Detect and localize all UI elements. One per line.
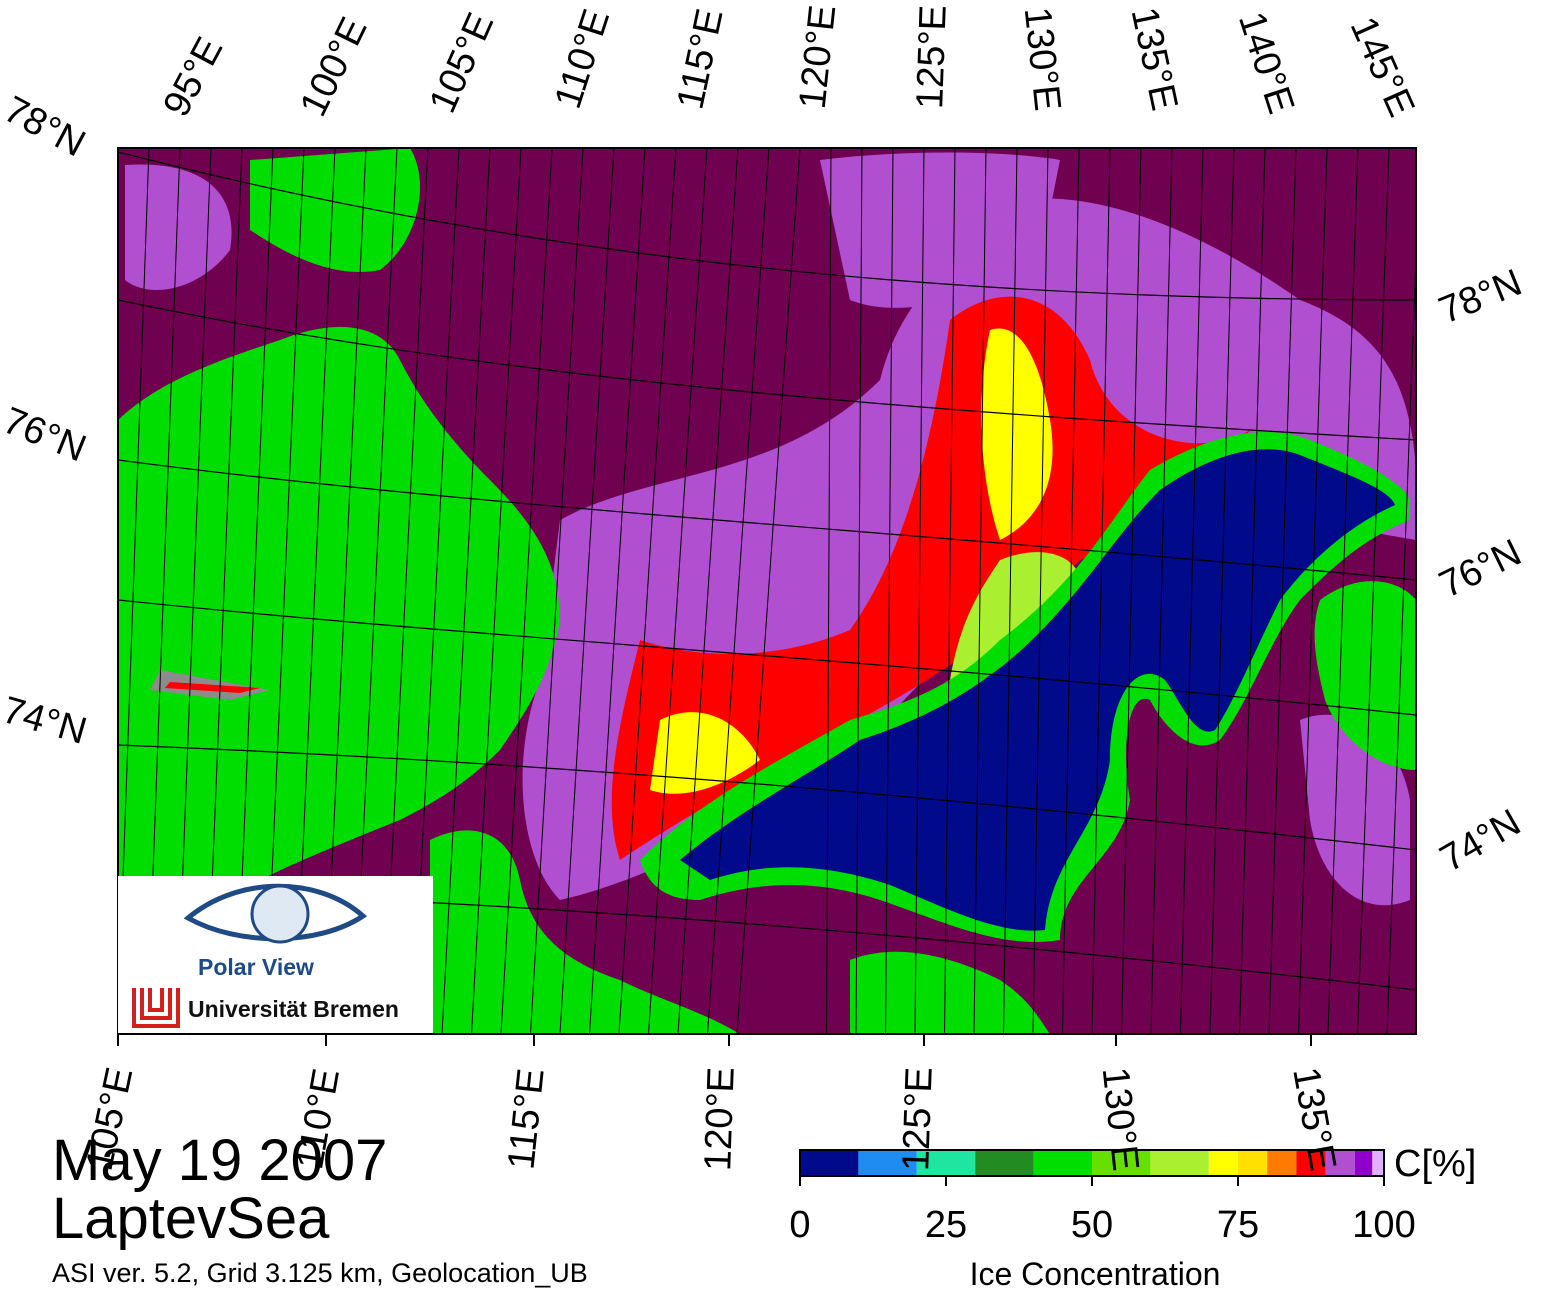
new-siberian-islands — [1314, 581, 1416, 770]
meridian-line — [1327, 148, 1359, 1034]
red-ice-zone — [611, 296, 1250, 861]
colorbar-tick-label: 50 — [1070, 1204, 1114, 1246]
meridian-line — [1003, 148, 1018, 1034]
meridian-line — [1357, 148, 1390, 1034]
product-subtitle: ASI ver. 5.2, Grid 3.125 km, Geolocation… — [52, 1258, 588, 1288]
meridian-line — [530, 148, 584, 1034]
meridian-line — [118, 148, 119, 163]
colorbar-bin — [916, 1150, 976, 1176]
top-lon-label: 120°E — [791, 3, 845, 111]
bottom-lon-label: 120°E — [697, 1066, 743, 1172]
meridian-line — [589, 148, 646, 1034]
meridian-line — [914, 148, 925, 1034]
colorbar-bin — [975, 1150, 1034, 1176]
colorbar-title: Ice Concentration — [969, 1256, 1221, 1292]
siberia-coast — [430, 830, 740, 1034]
colorbar-tick-label: 100 — [1352, 1204, 1416, 1246]
colorbar-bin — [800, 1150, 859, 1176]
colorbar-bin — [1092, 1150, 1151, 1176]
meridian-line — [559, 148, 615, 1034]
eye-icon — [132, 883, 368, 1028]
top-lon-label: 130°E — [1015, 5, 1069, 113]
meridian-line — [1180, 148, 1204, 1034]
colorbar-tick-label: 75 — [1216, 1204, 1260, 1246]
meridian-line — [441, 148, 491, 1034]
yellow-ice-zone — [981, 328, 1053, 540]
open-water-polynya — [680, 449, 1395, 931]
bottom-lon-label: 125°E — [895, 1066, 941, 1172]
meridian-line — [973, 148, 987, 1034]
region-label: LaptevSea — [52, 1186, 330, 1251]
meridian-line — [500, 148, 553, 1034]
meridian-line — [1091, 148, 1111, 1034]
colorbar-bin — [1238, 1150, 1268, 1176]
bottom-lon-label: 115°E — [500, 1066, 553, 1172]
colorbar-bin — [1208, 1150, 1238, 1176]
meridian-line — [677, 148, 739, 1034]
colorbar-bin — [858, 1150, 917, 1176]
meridian-line — [1150, 148, 1173, 1034]
top-lon-label: 125°E — [909, 4, 955, 110]
colorbar-tick-label: 25 — [924, 1204, 968, 1246]
colorbar-bin — [1033, 1150, 1092, 1176]
colorbar-bin — [1267, 1150, 1297, 1176]
polar-view-logo: Polar View Universität Bremen — [118, 876, 433, 1033]
meridian-line — [1032, 148, 1049, 1034]
bottom-lon-label: 130°E — [1093, 1065, 1147, 1173]
meridian-line — [1062, 148, 1080, 1034]
meridian-line — [1121, 148, 1142, 1034]
meridian-line — [885, 148, 894, 1034]
meridian-line — [618, 148, 677, 1034]
meridian-line — [707, 148, 770, 1034]
meridian-line — [1239, 148, 1266, 1034]
meridian-line — [736, 148, 801, 1034]
taymyr-land — [118, 326, 560, 880]
logo-organization: Universität Bremen — [188, 996, 399, 1022]
colorbar-bin — [1372, 1150, 1384, 1176]
date-label: May 19 2007 — [52, 1128, 388, 1193]
meridian-line — [826, 148, 832, 1034]
meridian-line — [1268, 148, 1297, 1034]
meridian-line — [855, 148, 863, 1034]
meridian-line — [1298, 148, 1328, 1034]
colorbar-bin — [1296, 1150, 1326, 1176]
graticule — [118, 151, 1416, 991]
colorbar-unit: C[%] — [1394, 1143, 1477, 1185]
colorbar-bin — [1354, 1150, 1373, 1176]
colorbar-bin — [1150, 1150, 1209, 1176]
colorbar-bin — [1325, 1150, 1355, 1176]
meridian-line — [471, 148, 522, 1034]
meridian-line — [1386, 241, 1416, 1034]
meridian-line — [1209, 148, 1235, 1034]
colorbar — [800, 1150, 1384, 1176]
colorbar-tick-label: 0 — [789, 1204, 811, 1246]
meridian-line — [944, 148, 956, 1034]
logo-name: Polar View — [198, 954, 314, 980]
meridian-line — [648, 148, 708, 1034]
